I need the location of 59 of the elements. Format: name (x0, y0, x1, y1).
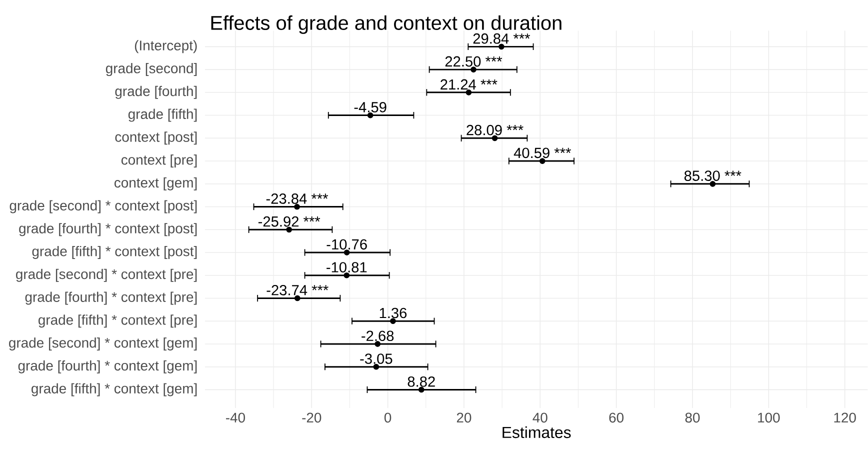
data-label: 1.36 (380, 308, 407, 318)
point (374, 341, 381, 347)
x-tick-label: 100 (758, 412, 780, 423)
point (373, 364, 380, 370)
point (418, 386, 424, 393)
data-label: 22.50 *** (445, 56, 502, 67)
point (344, 250, 350, 256)
y-tick-label: grade [second] * context [post] (10, 200, 197, 214)
point (466, 89, 472, 96)
data-label: -10.81 (326, 262, 367, 272)
point (470, 66, 476, 72)
y-tick-label: grade [fourth] (115, 86, 197, 99)
x-axis-title: Estimates (502, 426, 571, 438)
point (390, 318, 396, 324)
point (286, 226, 292, 233)
data-label: -25.92 *** (258, 216, 320, 227)
y-tick-label: grade [fifth] (128, 108, 197, 122)
x-tick-label: -40 (226, 412, 245, 423)
y-tick-label: grade [second] * context [gem] (9, 337, 197, 350)
data-label: 21.24 *** (440, 79, 498, 90)
data-label: 85.30 *** (684, 170, 742, 181)
point (294, 204, 300, 210)
data-label: -2.68 (362, 330, 394, 342)
y-tick-label: grade [fifth] * context [gem] (32, 383, 197, 396)
data-label: -10.76 (326, 239, 367, 250)
point (344, 272, 350, 278)
x-tick-label: 0 (384, 412, 392, 423)
y-tick-label: grade [fourth] * context [pre] (25, 292, 197, 305)
y-tick-label: grade [fourth] * context [post] (19, 223, 197, 236)
y-tick-label: context [gem] (114, 177, 197, 190)
chart-title: Effects of grade and context on duration (211, 15, 562, 34)
data-label: 8.82 (408, 376, 435, 387)
x-tick-label: 60 (609, 412, 624, 423)
data-label: 29.84 *** (473, 33, 530, 44)
data-label: -23.74 *** (266, 284, 328, 296)
x-tick-label: 20 (456, 412, 472, 423)
point (294, 295, 300, 302)
x-tick-label: -20 (302, 412, 322, 423)
x-tick-label: 120 (834, 412, 856, 423)
data-label: -3.05 (360, 354, 392, 364)
y-tick-label: grade [second] (106, 63, 197, 76)
y-tick-label: grade [fourth] * context [gem] (18, 360, 197, 374)
data-label: -23.84 *** (266, 194, 328, 204)
y-tick-label: grade [fifth] * context [post] (32, 246, 197, 259)
point (492, 135, 498, 142)
data-label: 28.09 *** (466, 124, 524, 136)
y-tick-label: context [pre] (121, 154, 197, 168)
y-tick-label: grade [second] * context [pre] (16, 268, 197, 282)
y-tick-label: context [post] (115, 132, 197, 145)
data-label: -4.59 (354, 102, 386, 112)
x-tick-label: 80 (685, 412, 700, 423)
y-tick-label: (Intercept) (134, 40, 197, 54)
point (367, 112, 374, 118)
data-label: 40.59 *** (514, 148, 571, 158)
point (539, 158, 546, 164)
point (710, 180, 716, 187)
y-tick-label: grade [fifth] * context [pre] (38, 314, 197, 328)
point (498, 44, 504, 50)
x-tick-label: 40 (532, 412, 548, 423)
